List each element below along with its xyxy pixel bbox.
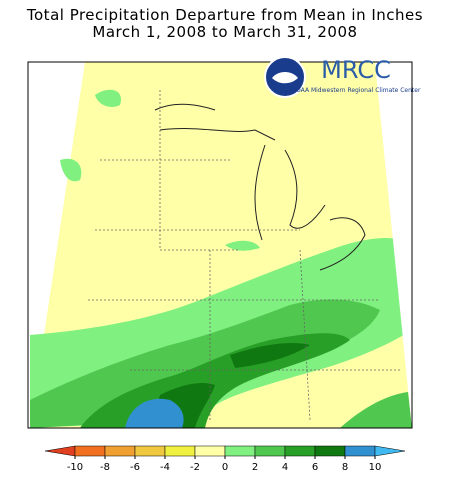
logo-name: MRCC — [321, 56, 391, 84]
legend-swatch — [74, 445, 106, 457]
precip-zone — [125, 398, 184, 428]
logo-emblem — [272, 72, 298, 84]
precip-zone — [95, 89, 121, 107]
precip-zone — [230, 343, 310, 368]
legend-tick-label: 4 — [282, 462, 288, 473]
legend-tick-label: 10 — [369, 462, 382, 473]
legend-swatch — [344, 445, 376, 457]
logo-subtitle: NOAA Midwestern Regional Climate Center — [292, 87, 421, 94]
legend-tick-label: -8 — [100, 462, 110, 473]
legend-swatch — [104, 445, 136, 457]
map-mask — [375, 62, 412, 428]
precip-zone — [60, 158, 82, 182]
precip-zone — [225, 240, 260, 251]
shoreline — [154, 103, 366, 271]
legend-swatch — [254, 445, 286, 457]
legend-tick-label: -4 — [160, 462, 170, 473]
legend-swatch — [134, 445, 166, 457]
legend-swatch — [284, 445, 316, 457]
legend-tick-label: 2 — [252, 462, 258, 473]
legend-arrow — [374, 445, 406, 457]
legend-tick-label: -2 — [190, 462, 200, 473]
title-line: Total Precipitation Departure from Mean … — [26, 6, 423, 24]
legend-swatch — [224, 445, 256, 457]
legend-tick-label: -6 — [130, 462, 140, 473]
map-area — [27, 61, 413, 429]
legend-tick-label: 6 — [312, 462, 318, 473]
title-line: March 1, 2008 to March 31, 2008 — [92, 23, 357, 41]
legend-tick-label: 0 — [222, 462, 228, 473]
logo: MRCC NOAA Midwestern Regional Climate Ce… — [264, 56, 421, 98]
map-frame — [27, 61, 413, 429]
precip-zone — [340, 392, 412, 428]
color-legend: -10 -8 -6 -4 -2 0 2 4 6 8 10 — [44, 445, 406, 473]
legend-tick-label: 8 — [342, 462, 348, 473]
legend-swatch — [314, 445, 346, 457]
legend-arrow — [44, 445, 76, 457]
legend-tick-label: -10 — [67, 462, 83, 473]
state-border — [88, 90, 400, 421]
legend-swatch — [164, 445, 196, 457]
legend-swatch — [194, 445, 226, 457]
